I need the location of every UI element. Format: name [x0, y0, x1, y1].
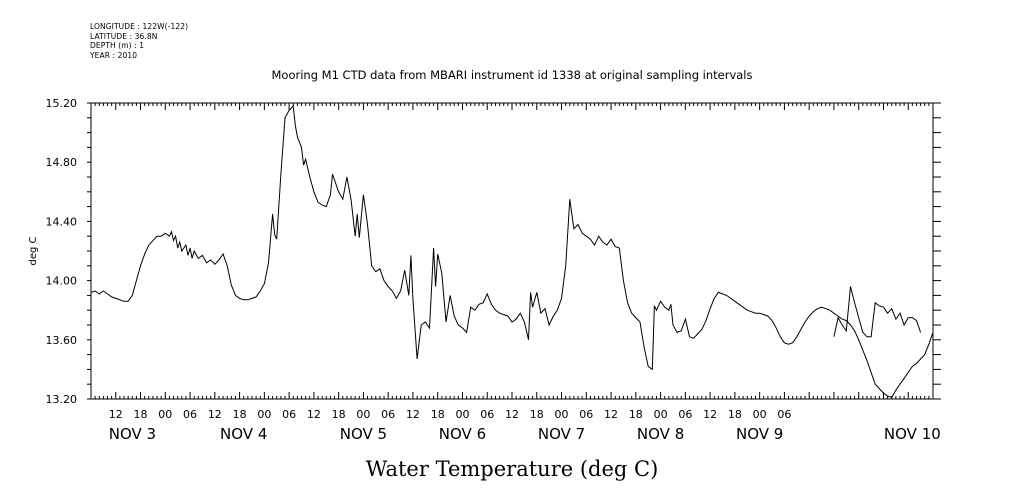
x-tick-label: 12: [505, 408, 519, 421]
x-tick-label: 06: [678, 408, 692, 421]
plot-frame: [90, 102, 934, 400]
x-tick-label: 18: [431, 408, 445, 421]
x-tick-label: 06: [183, 408, 197, 421]
axis-ticks: [87, 102, 941, 400]
x-tick-label: 18: [134, 408, 148, 421]
data-series: [90, 104, 934, 399]
day-label: NOV 4: [220, 425, 267, 443]
x-tick-label: 00: [455, 408, 469, 421]
metadata-longitude: LONGITUDE : 122W(-122): [90, 22, 189, 31]
y-tick-label: 13.20: [46, 393, 78, 406]
x-tick-label: 18: [233, 408, 247, 421]
x-tick-label: 12: [604, 408, 618, 421]
x-tick-label: 12: [208, 408, 222, 421]
metadata-block: LONGITUDE : 122W(-122) LATITUDE : 36.8N …: [90, 22, 188, 60]
x-tick-label: 18: [530, 408, 544, 421]
y-tick-label: 13.60: [46, 334, 78, 347]
day-label: NOV 5: [340, 425, 387, 443]
metadata-latitude: LATITUDE : 36.8N: [90, 31, 158, 41]
day-label: NOV 7: [538, 425, 585, 443]
y-tick-label: 14.40: [46, 215, 78, 228]
x-tick-label: 00: [257, 408, 271, 421]
x-tick-label: 00: [555, 408, 569, 421]
x-tick-label: 06: [579, 408, 593, 421]
y-tick-label: 14.80: [46, 156, 78, 169]
day-label: NOV 8: [637, 425, 684, 443]
x-tick-label: 12: [406, 408, 420, 421]
day-label: NOV 9: [736, 425, 783, 443]
metadata-depth: DEPTH (m) : 1: [90, 41, 145, 51]
x-tick-label: 18: [332, 408, 346, 421]
x-tick-label: 18: [629, 408, 643, 421]
x-tick-label: 06: [777, 408, 791, 421]
x-tick-label: 00: [158, 408, 172, 421]
x-tick-label: 12: [109, 408, 123, 421]
x-tick-label: 12: [307, 408, 321, 421]
axis-tick-labels: 12 18 00 06 12 18 00 06 12 18 00 06 12 18 00 06 12 18 00 06…: [46, 97, 941, 443]
x-tick-label: 18: [728, 408, 742, 421]
x-tick-label: 00: [753, 408, 767, 421]
temperature-line: [90, 104, 934, 399]
x-tick-label: 00: [356, 408, 370, 421]
day-label: NOV 10: [884, 425, 941, 443]
day-label: NOV 3: [109, 425, 156, 443]
x-tick-label: 06: [282, 408, 296, 421]
y-axis-label: deg C: [28, 236, 39, 265]
x-tick-label: 06: [480, 408, 494, 421]
chart-title: Mooring M1 CTD data from MBARI instrumen…: [272, 68, 753, 82]
x-tick-label: 00: [654, 408, 668, 421]
y-tick-label: 14.00: [46, 275, 78, 288]
x-axis-label: Water Temperature (deg C): [366, 457, 659, 481]
metadata-year: YEAR : 2010: [90, 50, 138, 60]
temperature-line: [833, 286, 922, 338]
x-tick-label: 06: [381, 408, 395, 421]
y-tick-label: 15.20: [46, 97, 78, 110]
x-tick-label: 12: [703, 408, 717, 421]
day-label: NOV 6: [439, 425, 486, 443]
